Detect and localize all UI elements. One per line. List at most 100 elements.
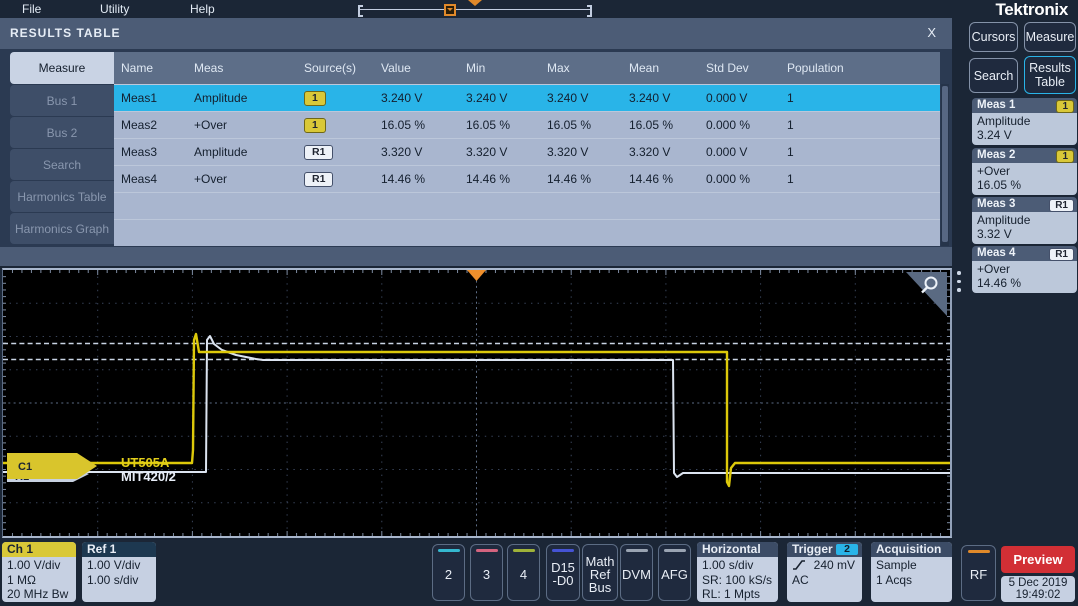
ch1-flag-label: C1 <box>18 461 32 473</box>
cell-meas: +Over <box>194 172 304 186</box>
tab-measure[interactable]: Measure <box>10 52 114 84</box>
meas-card-title: Meas 4 <box>977 247 1015 259</box>
col-stddev: Std Dev <box>706 61 787 75</box>
table-row[interactable]: Meas1 Amplitude 1 3.240 V 3.240 V 3.240 … <box>114 84 940 111</box>
cell-source: R1 <box>304 171 381 187</box>
source-badge: 1 <box>304 91 326 106</box>
math-ref-bus-button[interactable]: Math Ref Bus <box>582 544 618 601</box>
waveform-annotation-line1: UT505A <box>121 455 170 470</box>
col-population: Population <box>787 61 940 75</box>
horizontal-badge[interactable]: Horizontal 1.00 s/div SR: 100 kS/s RL: 1… <box>697 542 778 602</box>
source-badge: R1 <box>1049 248 1074 261</box>
source-badge: R1 <box>1049 199 1074 212</box>
measure-button[interactable]: Measure <box>1024 22 1076 52</box>
table-row[interactable]: Meas2 +Over 1 16.05 % 16.05 % 16.05 % 16… <box>114 111 940 138</box>
meas-card[interactable]: Meas 3 R1 Amplitude 3.32 V <box>972 197 1077 244</box>
preview-button[interactable]: Preview <box>1001 546 1075 573</box>
panel-bottom-strip <box>0 247 952 266</box>
cell-source: 1 <box>304 117 381 133</box>
trigger-indicator-icon[interactable] <box>467 270 486 281</box>
col-min: Min <box>466 61 547 75</box>
ref1-badge[interactable]: Ref 1 1.00 V/div 1.00 s/div <box>82 542 156 602</box>
table-empty-row <box>114 192 940 219</box>
meas-value: 3.32 V <box>977 227 1072 241</box>
ref1-vscale: 1.00 V/div <box>87 558 151 573</box>
cell-name: Meas4 <box>121 172 194 186</box>
cell-mean: 14.46 % <box>629 172 706 186</box>
trigger-coupling: AC <box>792 573 857 588</box>
sample-rate: SR: 100 kS/s <box>702 573 773 588</box>
tab-harmonics-graph[interactable]: Harmonics Graph <box>10 213 114 244</box>
ch1-impedance: 1 MΩ <box>7 573 71 588</box>
cell-max: 3.240 V <box>547 91 629 105</box>
cell-min: 3.320 V <box>466 145 547 159</box>
results-table-button[interactable]: Results Table <box>1024 56 1076 94</box>
tab-harmonics-table[interactable]: Harmonics Table <box>10 181 114 212</box>
digital-channels-button[interactable]: D15 -D0 <box>546 544 580 601</box>
tab-search[interactable]: Search <box>10 149 114 180</box>
channel-3-button[interactable]: 3 <box>470 544 503 601</box>
cell-value: 3.240 V <box>381 91 466 105</box>
cell-source: R1 <box>304 144 381 160</box>
table-scrollbar[interactable] <box>941 84 949 246</box>
cell-population: 1 <box>787 145 940 159</box>
datetime-badge[interactable]: 5 Dec 2019 19:49:02 <box>1001 576 1075 602</box>
time-text: 19:49:02 <box>1016 589 1061 602</box>
cell-name: Meas2 <box>121 118 194 132</box>
meas-value: 16.05 % <box>977 178 1072 192</box>
cursors-button[interactable]: Cursors <box>969 22 1018 52</box>
source-badge: 1 <box>1056 150 1074 163</box>
col-value: Value <box>381 61 466 75</box>
results-table: Name Meas Source(s) Value Min Max Mean S… <box>114 52 940 246</box>
meas-type: Amplitude <box>977 114 1072 128</box>
tab-bus2[interactable]: Bus 2 <box>10 117 114 148</box>
scrollbar-thumb[interactable] <box>942 86 948 242</box>
dvm-label: DVM <box>621 548 652 600</box>
col-max: Max <box>547 61 629 75</box>
cell-max: 14.46 % <box>547 172 629 186</box>
table-row[interactable]: Meas3 Amplitude R1 3.320 V 3.320 V 3.320… <box>114 138 940 165</box>
cell-stddev: 0.000 V <box>706 145 787 159</box>
menu-bar: File Utility Help Tektronix <box>0 0 1078 18</box>
menu-item-utility[interactable]: Utility <box>100 2 129 16</box>
col-mean: Mean <box>629 61 706 75</box>
cell-value: 16.05 % <box>381 118 466 132</box>
cell-max: 3.320 V <box>547 145 629 159</box>
waveform-display[interactable]: R1 C1 UT505A MIT420/2 <box>2 268 952 538</box>
menu-item-file[interactable]: File <box>22 2 41 16</box>
cell-min: 3.240 V <box>466 91 547 105</box>
cell-population: 1 <box>787 118 940 132</box>
ch1-badge[interactable]: Ch 1 1.00 V/div 1 MΩ 20 MHz Bw <box>2 542 76 602</box>
cell-name: Meas3 <box>121 145 194 159</box>
acquisition-badge[interactable]: Acquisition Sample 1 Acqs <box>871 542 952 602</box>
dvm-button[interactable]: DVM <box>620 544 653 601</box>
col-sources: Source(s) <box>304 61 381 75</box>
close-icon[interactable]: X <box>927 25 936 40</box>
channel-2-button[interactable]: 2 <box>432 544 465 601</box>
meas-card-title: Meas 2 <box>977 149 1015 161</box>
tab-bus1[interactable]: Bus 1 <box>10 85 114 116</box>
record-view-line <box>360 9 590 10</box>
channel-4-button[interactable]: 4 <box>507 544 540 601</box>
cell-meas: Amplitude <box>194 145 304 159</box>
ref1-hscale: 1.00 s/div <box>87 573 151 588</box>
cell-min: 16.05 % <box>466 118 547 132</box>
afg-button[interactable]: AFG <box>658 544 691 601</box>
cell-population: 1 <box>787 91 940 105</box>
meas-card[interactable]: Meas 2 1 +Over 16.05 % <box>972 148 1077 195</box>
results-table-titlebar: RESULTS TABLE X <box>0 18 952 49</box>
ch1-bandwidth: 20 MHz Bw <box>7 587 71 602</box>
meas-card[interactable]: Meas 4 R1 +Over 14.46 % <box>972 246 1077 293</box>
meas-type: +Over <box>977 164 1072 178</box>
cell-mean: 3.240 V <box>629 91 706 105</box>
trigger-position-marker-icon[interactable] <box>444 4 456 16</box>
cell-population: 1 <box>787 172 940 186</box>
table-row[interactable]: Meas4 +Over R1 14.46 % 14.46 % 14.46 % 1… <box>114 165 940 192</box>
trigger-badge[interactable]: Trigger 2 240 mV AC <box>787 542 862 602</box>
zoom-corner[interactable] <box>906 272 947 316</box>
drag-handle[interactable] <box>957 271 961 297</box>
meas-card[interactable]: Meas 1 1 Amplitude 3.24 V <box>972 98 1077 145</box>
search-button[interactable]: Search <box>969 58 1018 93</box>
rf-button[interactable]: RF <box>961 545 996 601</box>
menu-item-help[interactable]: Help <box>190 2 215 16</box>
